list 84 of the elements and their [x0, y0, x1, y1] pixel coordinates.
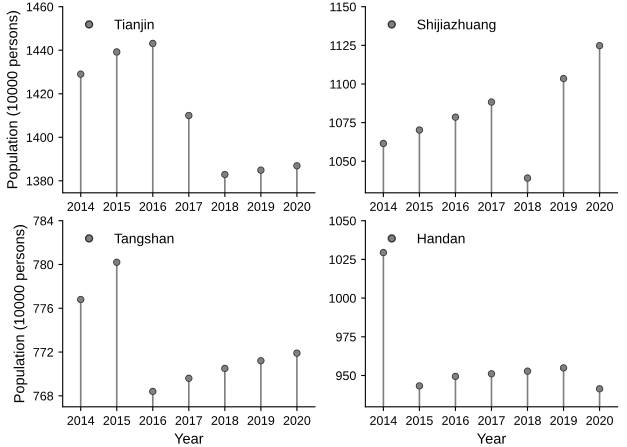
point	[293, 349, 301, 357]
y-tick-label: 1400	[26, 133, 54, 142]
point	[488, 370, 496, 378]
x-tick-label: 2019	[550, 416, 577, 425]
y-tick-label: 772	[33, 348, 54, 357]
y-tick-label: 780	[33, 260, 54, 270]
x-tick-label: 2018	[212, 202, 238, 211]
y-tick-label: 1050	[329, 216, 356, 226]
point	[257, 357, 265, 364]
y-tick-label: 776	[33, 304, 54, 313]
point	[560, 364, 568, 372]
point	[257, 166, 265, 174]
x-tick-label: 2018	[514, 416, 541, 425]
y-tick-label: 1125	[330, 41, 356, 50]
x-tick-label: 2017	[478, 202, 505, 211]
y-tick-label: 1000	[329, 294, 356, 303]
point	[380, 140, 388, 148]
x-tick-label: 2020	[586, 202, 613, 211]
y-tick-label: 1460	[26, 2, 54, 12]
point	[113, 48, 120, 56]
y-axis-title: Population (10000 persons)	[6, 11, 20, 188]
x-tick-label: 2015	[103, 202, 130, 211]
y-tick-label: 768	[33, 392, 54, 400]
x-tick-label: 2018	[212, 416, 238, 425]
point	[185, 374, 192, 382]
x-tick-label: 2019	[248, 416, 274, 425]
x-tick-label: 2016	[442, 416, 469, 425]
x-tick-label: 2015	[406, 202, 433, 211]
legend-label: Shijiazhuang	[417, 19, 496, 32]
y-tick-label: 1075	[329, 118, 356, 128]
x-tick-label: 2014	[67, 416, 94, 425]
x-tick-label: 2015	[103, 416, 130, 425]
x-tick-label: 2017	[478, 416, 505, 425]
y-tick-label: 950	[336, 371, 356, 380]
point	[221, 170, 229, 178]
x-tick-label: 2014	[67, 202, 94, 211]
x-tick-label: 2014	[370, 416, 397, 425]
point	[560, 74, 568, 82]
x-tick-label: 2017	[176, 202, 202, 211]
legend-label: Handan	[418, 233, 465, 244]
x-tick-label: 2020	[284, 416, 310, 425]
y-tick-label: 1100	[330, 80, 356, 89]
x-tick-label: 2017	[176, 416, 202, 425]
y-tick-label: 784	[33, 216, 54, 226]
y-axis-title: Population (10000 persons)	[14, 225, 28, 402]
point	[380, 248, 388, 256]
point	[488, 98, 496, 106]
point	[524, 174, 532, 182]
x-tick-label: 2015	[406, 416, 433, 425]
x-tick-label: 2018	[514, 202, 541, 211]
legend-label: Tangshan	[114, 233, 174, 246]
point	[149, 388, 156, 396]
point	[416, 382, 424, 390]
x-tick-label: 2020	[586, 416, 613, 425]
x-tick-label: 2019	[248, 202, 274, 211]
y-tick-label: 1380	[26, 176, 54, 186]
legend-label: Tianjin	[114, 19, 154, 32]
point	[221, 364, 229, 372]
y-tick-label: 1420	[26, 90, 54, 98]
point	[596, 385, 604, 392]
point	[524, 367, 532, 375]
point	[452, 372, 460, 380]
point	[113, 258, 120, 266]
point	[596, 42, 604, 50]
point	[77, 70, 84, 78]
y-tick-label: 1025	[329, 255, 356, 264]
y-tick-label: 1440	[26, 46, 54, 55]
y-tick-label: 1150	[330, 2, 356, 12]
x-tick-label: 2016	[140, 416, 166, 425]
x-tick-label: 2020	[284, 202, 310, 211]
x-tick-label: 2016	[140, 202, 166, 211]
x-tick-label: 2016	[442, 202, 469, 211]
y-tick-label: 1050	[329, 157, 356, 166]
x-axis-title: Year	[477, 434, 506, 444]
point	[416, 126, 424, 134]
point	[185, 112, 192, 120]
point	[452, 114, 460, 121]
point	[77, 296, 84, 304]
point	[149, 40, 156, 48]
x-tick-label: 2019	[550, 202, 577, 211]
point	[293, 162, 301, 170]
x-axis-title: Year	[174, 434, 204, 444]
x-tick-label: 2014	[370, 202, 397, 211]
y-tick-label: 975	[336, 332, 356, 342]
